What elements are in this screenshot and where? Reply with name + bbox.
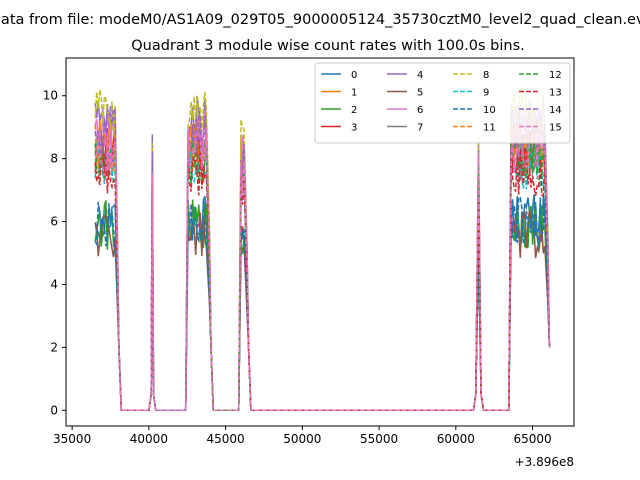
x-tick-label: 35000: [53, 432, 91, 446]
series-line-15: [94, 127, 551, 412]
legend-label: 9: [483, 88, 489, 99]
y-tick-label: 10: [43, 89, 58, 103]
x-axis: 35000 40000 45000 50000 55000 60000 65000: [53, 426, 552, 446]
legend-label: 1: [351, 88, 357, 99]
legend-label: 10: [483, 105, 496, 116]
x-offset-label: +3.896e8: [515, 455, 574, 469]
legend-label: 5: [417, 88, 423, 99]
x-tick-label: 55000: [360, 432, 398, 446]
legend-label: 8: [483, 70, 489, 81]
plot-frame: [65, 57, 575, 427]
x-tick-label: 45000: [207, 432, 245, 446]
x-tick-label: 65000: [513, 432, 551, 446]
legend-label: 15: [549, 123, 562, 134]
chart-title: Quadrant 3 module wise count rates with …: [131, 38, 525, 54]
y-axis: 0 2 4 6 8 10: [43, 89, 66, 417]
legend-label: 2: [351, 105, 357, 116]
legend-label: 0: [351, 70, 357, 81]
series-line-13: [94, 146, 551, 412]
y-tick-label: 6: [50, 215, 58, 229]
legend-label: 4: [417, 70, 423, 81]
x-tick-label: 40000: [130, 432, 168, 446]
chart-suptitle: Data from file: modeM0/AS1A09_029T05_900…: [0, 12, 640, 28]
legend-label: 11: [483, 123, 496, 134]
legend-box: [314, 62, 571, 144]
legend-label: 13: [549, 88, 562, 99]
legend-label: 6: [417, 105, 423, 116]
x-tick-label: 60000: [437, 432, 475, 446]
x-tick-label: 50000: [283, 432, 321, 446]
y-tick-label: 0: [50, 403, 58, 417]
legend-label: 12: [549, 70, 562, 81]
y-tick-label: 8: [50, 152, 58, 166]
legend-label: 3: [351, 123, 357, 134]
y-tick-label: 2: [50, 340, 58, 354]
legend-label: 7: [417, 123, 423, 134]
y-tick-label: 4: [50, 277, 58, 291]
legend-label: 14: [549, 105, 562, 116]
